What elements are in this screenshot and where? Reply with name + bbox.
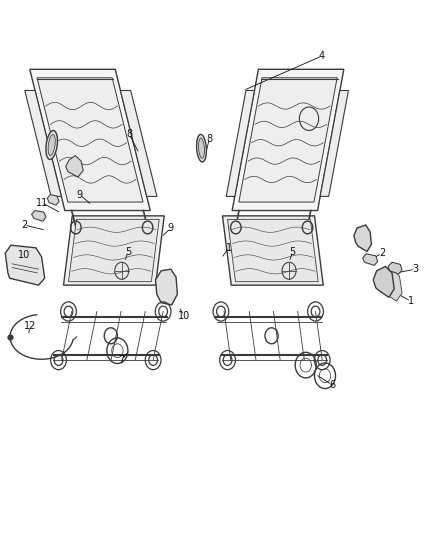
Text: 1: 1 — [226, 243, 232, 253]
Text: 9: 9 — [77, 190, 83, 199]
Polygon shape — [64, 216, 164, 285]
Polygon shape — [228, 220, 318, 281]
Text: 8: 8 — [126, 130, 132, 139]
Text: 8: 8 — [206, 134, 212, 143]
Polygon shape — [320, 91, 349, 197]
Text: 7: 7 — [119, 355, 125, 365]
Polygon shape — [120, 91, 157, 197]
Ellipse shape — [48, 134, 55, 156]
Ellipse shape — [197, 134, 206, 162]
Polygon shape — [354, 225, 371, 252]
Polygon shape — [37, 78, 143, 202]
Text: 3: 3 — [412, 264, 418, 274]
Ellipse shape — [198, 138, 205, 158]
Text: 4: 4 — [319, 51, 325, 61]
Text: 12: 12 — [24, 321, 36, 331]
Text: 2: 2 — [379, 248, 385, 258]
Polygon shape — [30, 69, 150, 211]
Text: 11: 11 — [35, 198, 48, 207]
Polygon shape — [155, 269, 177, 305]
Polygon shape — [239, 78, 337, 202]
Polygon shape — [47, 195, 59, 205]
Polygon shape — [68, 220, 159, 281]
Text: 9: 9 — [168, 223, 174, 233]
Text: 2: 2 — [21, 220, 27, 230]
Ellipse shape — [46, 131, 57, 159]
Polygon shape — [226, 91, 254, 197]
Polygon shape — [363, 254, 378, 265]
Text: 5: 5 — [290, 247, 296, 256]
Text: 1: 1 — [408, 296, 414, 306]
Polygon shape — [232, 69, 344, 211]
Polygon shape — [388, 262, 402, 274]
Text: 6: 6 — [329, 380, 335, 390]
Polygon shape — [32, 211, 46, 221]
Polygon shape — [380, 269, 402, 301]
Polygon shape — [66, 156, 83, 177]
Polygon shape — [25, 91, 61, 197]
Polygon shape — [373, 266, 394, 297]
Polygon shape — [223, 216, 323, 285]
Text: 10: 10 — [18, 250, 30, 260]
Polygon shape — [5, 245, 45, 285]
Text: 10: 10 — [178, 311, 190, 320]
Text: 5: 5 — [125, 247, 131, 256]
